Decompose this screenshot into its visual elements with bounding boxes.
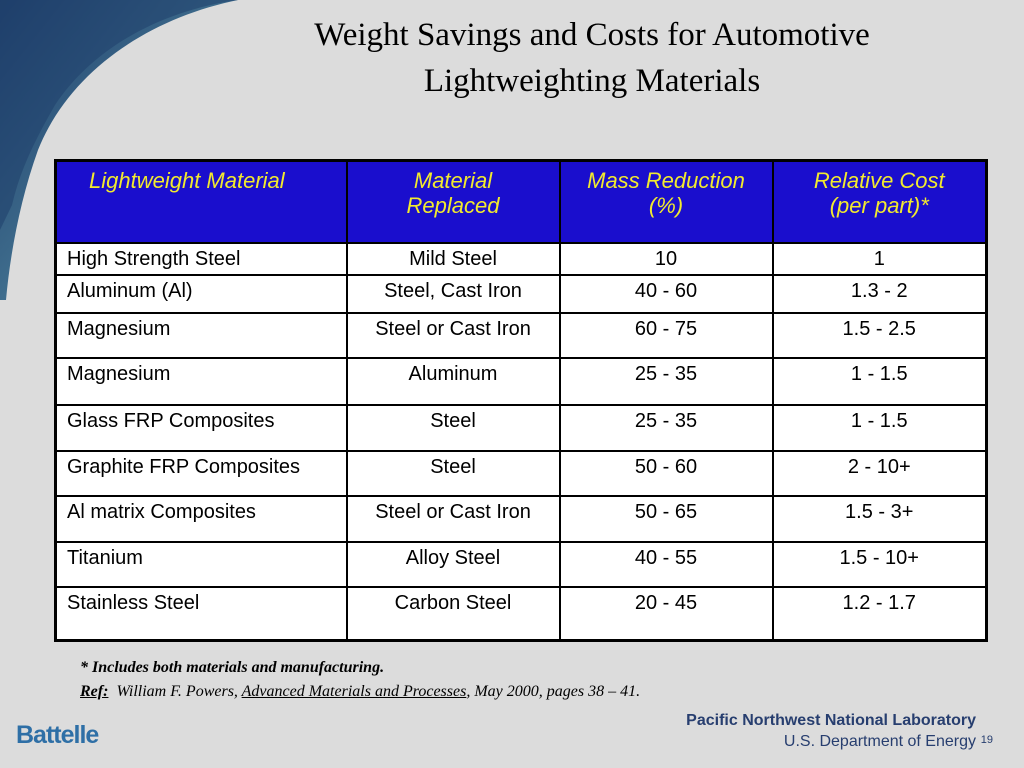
footnote-note: * Includes both materials and manufactur…: [80, 659, 385, 676]
slide-title-line-1: Weight Savings and Costs for Automotive: [314, 17, 870, 53]
reference-author: William F. Powers,: [116, 683, 242, 700]
material-cell: Titanium: [54, 540, 348, 588]
material-cell: High Strength Steel: [54, 241, 348, 276]
table-row: Graphite FRP Composites Steel 50 - 60 2 …: [54, 449, 988, 497]
header-mass-reduction: Mass Reduction (%): [558, 159, 774, 244]
replaced-cell: Carbon Steel: [345, 585, 561, 642]
relative-cost-cell: 1.5 - 2.5: [771, 311, 988, 359]
decorative-swoosh: [0, 0, 238, 300]
replaced-cell: Mild Steel: [345, 241, 561, 276]
replaced-cell: Steel: [345, 403, 561, 452]
material-cell: Magnesium: [54, 311, 348, 359]
table-row: Magnesium Steel or Cast Iron 60 - 75 1.5…: [54, 311, 988, 359]
mass-reduction-cell: 50 - 60: [558, 449, 774, 497]
mass-reduction-cell: 10: [558, 241, 774, 276]
material-cell: Aluminum (Al): [54, 273, 348, 314]
replaced-cell: Steel or Cast Iron: [345, 494, 561, 543]
relative-cost-cell: 1: [771, 241, 988, 276]
table-header-row: Lightweight Material Material Replaced M…: [54, 159, 988, 244]
relative-cost-cell: 1.2 - 1.7: [771, 585, 988, 642]
material-cell: Stainless Steel: [54, 585, 348, 642]
materials-table: Lightweight Material Material Replaced M…: [54, 159, 988, 642]
reference-line: Ref: William F. Powers, Advanced Material…: [80, 680, 640, 704]
material-cell: Al matrix Composites: [54, 494, 348, 543]
reference-label: Ref:: [80, 683, 109, 700]
relative-cost-cell: 1.5 - 10+: [771, 540, 988, 588]
table-row: Titanium Alloy Steel 40 - 55 1.5 - 10+: [54, 540, 988, 588]
reference-source: Advanced Materials and Processes: [241, 683, 467, 700]
header-material-replaced: Material Replaced: [345, 159, 561, 244]
relative-cost-cell: 1.3 - 2: [771, 273, 988, 314]
relative-cost-cell: 1 - 1.5: [771, 356, 988, 406]
relative-cost-cell: 1 - 1.5: [771, 403, 988, 452]
table-row: Al matrix Composites Steel or Cast Iron …: [54, 494, 988, 543]
replaced-cell: Steel, Cast Iron: [345, 273, 561, 314]
table-row: High Strength Steel Mild Steel 10 1: [54, 241, 988, 276]
footnote: * Includes both materials and manufactur…: [80, 656, 640, 704]
relative-cost-cell: 2 - 10+: [771, 449, 988, 497]
replaced-cell: Alloy Steel: [345, 540, 561, 588]
replaced-cell: Steel: [345, 449, 561, 497]
material-cell: Glass FRP Composites: [54, 403, 348, 452]
mass-reduction-cell: 25 - 35: [558, 403, 774, 452]
header-relative-cost: Relative Cost (per part)*: [771, 159, 988, 244]
pnnl-logo: Pacific Northwest National Laboratory U.…: [686, 710, 976, 752]
material-cell: Graphite FRP Composites: [54, 449, 348, 497]
mass-reduction-cell: 40 - 55: [558, 540, 774, 588]
page-number: 19: [980, 734, 993, 746]
department-name: U.S. Department of Energy: [783, 733, 976, 750]
table-row: Aluminum (Al) Steel, Cast Iron 40 - 60 1…: [54, 273, 988, 314]
slide-title-line-2: Lightweighting Materials: [423, 63, 761, 99]
battelle-logo: Battelle: [16, 721, 99, 749]
mass-reduction-cell: 60 - 75: [558, 311, 774, 359]
relative-cost-cell: 1.5 - 3+: [771, 494, 988, 543]
mass-reduction-cell: 40 - 60: [558, 273, 774, 314]
replaced-cell: Aluminum: [345, 356, 561, 406]
mass-reduction-cell: 25 - 35: [558, 356, 774, 406]
mass-reduction-cell: 20 - 45: [558, 585, 774, 642]
material-cell: Magnesium: [54, 356, 348, 406]
slide-title: Weight Savings and Costs for Automotive …: [150, 12, 1024, 104]
table-row: Glass FRP Composites Steel 25 - 35 1 - 1…: [54, 403, 988, 452]
replaced-cell: Steel or Cast Iron: [345, 311, 561, 359]
header-lightweight-material: Lightweight Material: [54, 159, 348, 244]
table-row: Stainless Steel Carbon Steel 20 - 45 1.2…: [54, 585, 988, 642]
lab-name: Pacific Northwest National Laboratory: [686, 712, 976, 729]
table-row: Magnesium Aluminum 25 - 35 1 - 1.5: [54, 356, 988, 406]
mass-reduction-cell: 50 - 65: [558, 494, 774, 543]
reference-details: , May 2000, pages 38 – 41.: [466, 683, 641, 700]
